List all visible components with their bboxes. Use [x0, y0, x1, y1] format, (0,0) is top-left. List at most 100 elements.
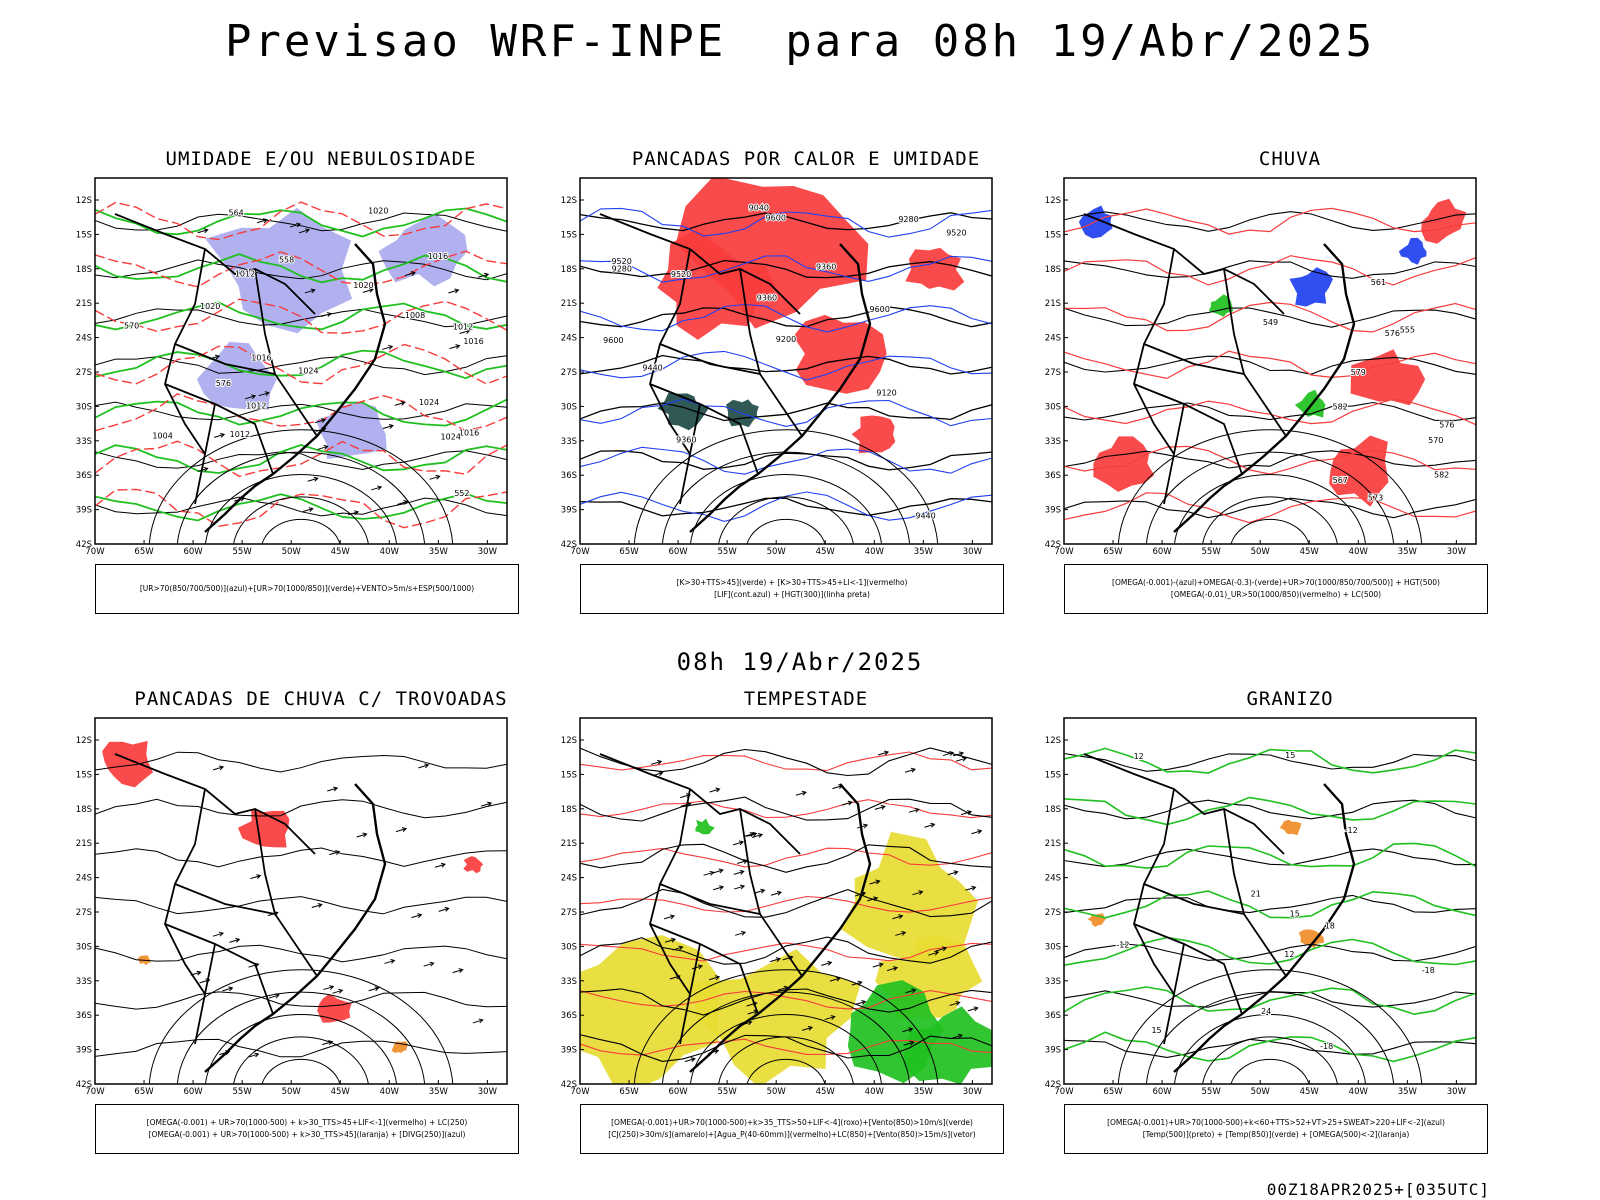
contour-line — [176, 451, 426, 544]
wind-vector — [746, 831, 758, 837]
lon-tick-label: 50W — [1251, 547, 1271, 557]
state-border — [1083, 213, 1285, 315]
wind-vector — [222, 986, 234, 992]
contour-line — [689, 1014, 883, 1084]
lat-tick-label: 33S — [561, 437, 577, 447]
lon-tick-label: 65W — [619, 1087, 639, 1097]
contour-line — [580, 306, 992, 328]
wind-vector — [712, 868, 724, 874]
wind-vector — [329, 850, 341, 856]
contour-line — [95, 440, 507, 478]
contour-label: 9360 — [676, 435, 696, 444]
wind-vector — [289, 222, 302, 228]
lon-tick-label: 35W — [1398, 547, 1418, 557]
wind-vector — [703, 870, 715, 876]
field-shading — [793, 314, 887, 394]
lon-tick-label: 45W — [1300, 547, 1320, 557]
lon-tick-label: 55W — [718, 547, 738, 557]
wind-vector — [947, 870, 959, 876]
field-shading — [1421, 198, 1467, 244]
lat-tick-label: 36S — [1045, 471, 1061, 481]
lat-tick-label: 30S — [1045, 402, 1061, 412]
contour-label: -18 — [1320, 1042, 1333, 1051]
field-shading — [1329, 435, 1389, 507]
legend-text: [UR>70(850/700/500)](azul)+[UR>70(1000/8… — [139, 584, 475, 593]
contour-line — [1064, 842, 1476, 869]
contour-label: 1016 — [463, 337, 483, 346]
wind-vector — [892, 914, 904, 920]
map-border — [1063, 717, 1477, 1085]
contour-line — [95, 212, 507, 232]
lat-tick-label: 15S — [561, 770, 577, 780]
contour-label: 21 — [1251, 890, 1261, 899]
wind-vector — [258, 391, 270, 397]
lon-tick-label: 60W — [1152, 1087, 1172, 1097]
lat-tick-label: 33S — [1045, 437, 1061, 447]
state-border — [679, 943, 701, 1045]
lon-tick-label: 60W — [1152, 547, 1172, 557]
panel-title: CHUVA — [1258, 148, 1322, 170]
lat-tick-label: 12S — [76, 196, 92, 206]
lon-tick-label: 30W — [963, 547, 983, 557]
contour-line — [1064, 990, 1476, 1008]
contour-label: 1016 — [459, 428, 479, 437]
wind-vector — [684, 1057, 696, 1063]
wind-vector — [967, 1006, 979, 1012]
wind-vector — [332, 988, 344, 994]
contour-line — [580, 799, 992, 819]
wind-vector — [449, 344, 461, 350]
contour-label: 579 — [1351, 368, 1366, 377]
lat-tick-label: 24S — [76, 874, 92, 884]
state-border — [679, 403, 701, 505]
contour-line — [746, 518, 826, 544]
contour-line — [580, 207, 992, 238]
lat-tick-label: 39S — [76, 1046, 92, 1056]
contour-line — [689, 474, 883, 544]
lon-tick-label: 55W — [1202, 547, 1222, 557]
lon-tick-label: 65W — [134, 547, 154, 557]
lat-tick-label: 24S — [1045, 334, 1061, 344]
lat-tick-label: 33S — [561, 977, 577, 987]
contour-label: 1016 — [251, 354, 271, 363]
field-shading — [463, 856, 484, 874]
wind-vector — [434, 862, 446, 868]
lat-tick-label: 15S — [76, 770, 92, 780]
wind-vector — [651, 759, 663, 765]
wind-vector — [904, 767, 916, 773]
state-border — [599, 213, 801, 315]
contour-label: 576 — [1439, 421, 1454, 430]
contour-line — [95, 250, 507, 288]
wind-vector — [212, 931, 224, 937]
wind-vector — [960, 810, 973, 816]
contour-label: 18 — [1325, 921, 1335, 930]
lon-tick-label: 30W — [963, 1087, 983, 1097]
lon-tick-label: 70W — [85, 547, 105, 557]
lon-tick-label: 65W — [134, 1087, 154, 1097]
wind-vector — [709, 787, 721, 793]
lon-tick-label: 60W — [183, 547, 203, 557]
lon-tick-label: 35W — [914, 1087, 934, 1097]
state-border — [194, 943, 216, 1045]
wind-vector — [824, 1015, 836, 1021]
contour-line — [1117, 429, 1423, 544]
lat-tick-label: 12S — [76, 736, 92, 746]
wind-vector — [903, 1040, 915, 1046]
state-border — [254, 268, 276, 375]
contour-line — [95, 751, 507, 773]
contour-label: 1020 — [353, 281, 373, 290]
lat-tick-label: 21S — [561, 839, 577, 849]
contour-line — [580, 450, 992, 471]
state-border — [1223, 268, 1245, 375]
contour-label: 15 — [1285, 751, 1295, 760]
panel-legend: [OMEGA(-0.001)+UR>70(1000-500)+k<60+TTS>… — [1064, 1104, 1488, 1154]
lon-tick-label: 65W — [1103, 1087, 1123, 1097]
map-border — [94, 717, 508, 1085]
wind-vector — [936, 946, 948, 952]
contour-label: 9200 — [776, 335, 796, 344]
wind-vector — [971, 829, 983, 835]
contour-line — [580, 843, 992, 873]
contour-label: 9040 — [749, 204, 769, 213]
lat-tick-label: 18S — [561, 805, 577, 815]
lat-tick-label: 39S — [76, 506, 92, 516]
wind-vector — [924, 822, 936, 828]
